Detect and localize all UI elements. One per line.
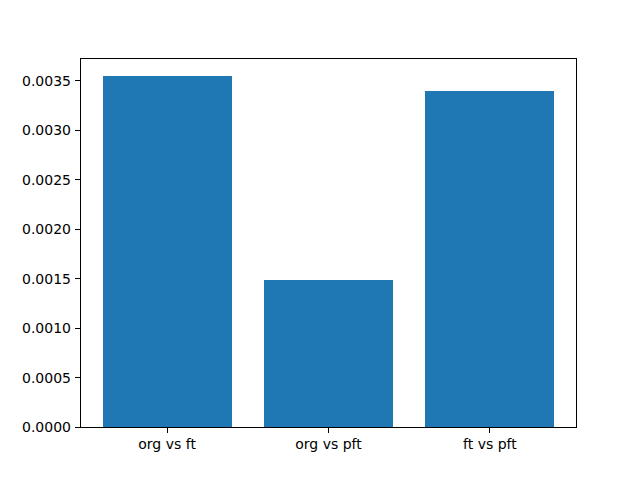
y-tick-label: 0.0025: [0, 172, 71, 188]
x-tick-label: org vs ft: [97, 436, 237, 452]
y-tick-mark: [75, 377, 80, 378]
bar-ft-vs-pft: [425, 91, 554, 427]
x-tick-label: org vs pft: [259, 436, 399, 452]
y-tick-mark: [75, 278, 80, 279]
x-tick-mark: [328, 428, 329, 433]
y-tick-mark: [75, 427, 80, 428]
y-tick-mark: [75, 229, 80, 230]
y-tick-label: 0.0000: [0, 419, 71, 435]
y-tick-mark: [75, 179, 80, 180]
y-tick-label: 0.0035: [0, 73, 71, 89]
bar-chart-figure: 0.0000 0.0005 0.0010 0.0015 0.0020 0.0025 0.00…: [0, 0, 640, 480]
x-tick-label: ft vs pft: [420, 436, 560, 452]
x-tick-mark: [167, 428, 168, 433]
y-tick-label: 0.0010: [0, 320, 71, 336]
x-tick-mark: [489, 428, 490, 433]
y-tick-mark: [75, 328, 80, 329]
bar-org-vs-ft: [103, 76, 232, 427]
y-tick-mark: [75, 80, 80, 81]
y-tick-label: 0.0015: [0, 271, 71, 287]
y-tick-label: 0.0030: [0, 122, 71, 138]
bar-org-vs-pft: [264, 280, 393, 428]
y-tick-label: 0.0005: [0, 370, 71, 386]
y-tick-mark: [75, 130, 80, 131]
y-tick-label: 0.0020: [0, 221, 71, 237]
